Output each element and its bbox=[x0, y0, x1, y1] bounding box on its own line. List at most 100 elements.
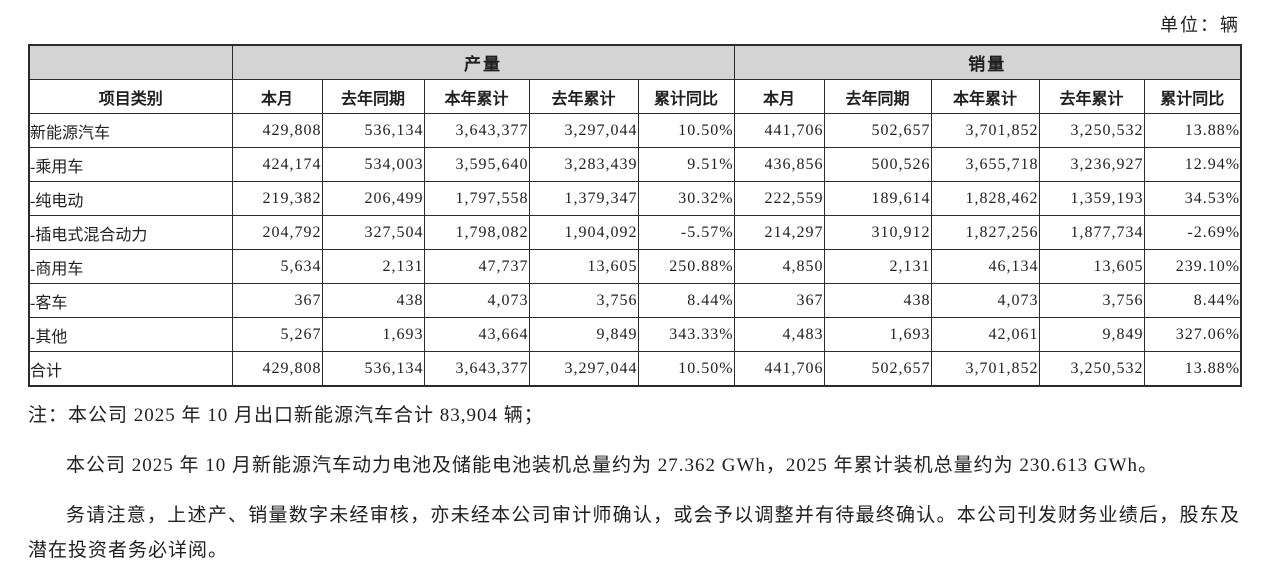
cell: 502,657 bbox=[823, 113, 932, 148]
cell: 1,359,193 bbox=[1038, 181, 1145, 216]
cell: 3,250,532 bbox=[1038, 113, 1145, 148]
cell: 8.44% bbox=[637, 283, 735, 318]
column-header-sales-last-year-period: 去年同期 bbox=[823, 79, 932, 114]
column-header-prod-month: 本月 bbox=[231, 79, 323, 114]
column-header-prod-last-ytd: 去年累计 bbox=[528, 79, 639, 114]
column-header-row: 项目类别 本月 去年同期 本年累计 去年累计 累计同比 本月 去年同期 本年累计… bbox=[28, 79, 1242, 114]
cell: 424,174 bbox=[231, 147, 323, 182]
cell: 9.51% bbox=[637, 147, 735, 182]
cell: 3,643,377 bbox=[423, 351, 530, 387]
group-header-row: 产量 销量 bbox=[28, 44, 1242, 80]
cell: 1,693 bbox=[823, 317, 932, 352]
cell: 13,605 bbox=[1038, 249, 1145, 284]
row-label: -客车 bbox=[28, 283, 233, 318]
cell: 3,701,852 bbox=[930, 113, 1040, 148]
cell: 34.53% bbox=[1143, 181, 1242, 216]
cell: 5,267 bbox=[231, 317, 323, 352]
cell: 1,798,082 bbox=[423, 215, 530, 250]
cell: 42,061 bbox=[930, 317, 1040, 352]
cell: 1,828,462 bbox=[930, 181, 1040, 216]
table-row-phev: -插电式混合动力 204,792 327,504 1,798,082 1,904… bbox=[28, 215, 1242, 250]
cell: 2,131 bbox=[823, 249, 932, 284]
cell: 13.88% bbox=[1143, 351, 1242, 387]
unit-label: 单位：辆 bbox=[1160, 15, 1240, 35]
cell: 10.50% bbox=[637, 113, 735, 148]
cell: 189,614 bbox=[823, 181, 932, 216]
cell: 3,297,044 bbox=[528, 113, 639, 148]
cell: 1,827,256 bbox=[930, 215, 1040, 250]
cell: 3,643,377 bbox=[423, 113, 530, 148]
column-header-prod-yoy: 累计同比 bbox=[637, 79, 735, 114]
cell: 3,250,532 bbox=[1038, 351, 1145, 387]
cell: 3,283,439 bbox=[528, 147, 639, 182]
row-label: -插电式混合动力 bbox=[28, 215, 233, 250]
cell: 4,073 bbox=[930, 283, 1040, 318]
production-sales-table: 产量 销量 项目类别 本月 去年同期 本年累计 去年累计 累计同比 本月 去年同… bbox=[28, 44, 1243, 387]
column-header-category: 项目类别 bbox=[28, 79, 233, 114]
cell: 13,605 bbox=[528, 249, 639, 284]
cell: 4,483 bbox=[733, 317, 825, 352]
cell: 3,595,640 bbox=[423, 147, 530, 182]
cell: 2,131 bbox=[321, 249, 425, 284]
note-export: 注：本公司 2025 年 10 月出口新能源汽车合计 83,904 辆； bbox=[28, 405, 544, 426]
row-label: 新能源汽车 bbox=[28, 113, 233, 148]
cell: 429,808 bbox=[231, 113, 323, 148]
cell: 10.50% bbox=[637, 351, 735, 387]
row-label: -其他 bbox=[28, 317, 233, 352]
cell: 3,756 bbox=[1038, 283, 1145, 318]
column-header-sales-ytd: 本年累计 bbox=[930, 79, 1040, 114]
row-label: -乘用车 bbox=[28, 147, 233, 182]
cell: 214,297 bbox=[733, 215, 825, 250]
cell: 222,559 bbox=[733, 181, 825, 216]
cell: 441,706 bbox=[733, 351, 825, 387]
note-disclaimer: 务请注意，上述产、销量数字未经审核，亦未经本公司审计师确认，或会予以调整并有待最… bbox=[28, 505, 1240, 561]
cell: 429,808 bbox=[231, 351, 323, 387]
cell: 3,701,852 bbox=[930, 351, 1040, 387]
cell: 9,849 bbox=[528, 317, 639, 352]
cell: 4,850 bbox=[733, 249, 825, 284]
cell: 536,134 bbox=[321, 351, 425, 387]
note-battery-installed: 本公司 2025 年 10 月新能源汽车动力电池及储能电池装机总量约为 27.3… bbox=[66, 455, 1159, 476]
cell: 46,134 bbox=[930, 249, 1040, 284]
row-label: 合计 bbox=[28, 351, 233, 387]
row-label: -纯电动 bbox=[28, 181, 233, 216]
column-header-prod-last-year-period: 去年同期 bbox=[321, 79, 425, 114]
column-header-sales-month: 本月 bbox=[733, 79, 825, 114]
cell: 12.94% bbox=[1143, 147, 1242, 182]
cell: 1,904,092 bbox=[528, 215, 639, 250]
table-row-commercial: -商用车 5,634 2,131 47,737 13,605 250.88% 4… bbox=[28, 249, 1242, 284]
cell: 1,693 bbox=[321, 317, 425, 352]
cell: 3,236,927 bbox=[1038, 147, 1145, 182]
cell: 219,382 bbox=[231, 181, 323, 216]
table-row-other: -其他 5,267 1,693 43,664 9,849 343.33% 4,4… bbox=[28, 317, 1242, 352]
cell: 30.32% bbox=[637, 181, 735, 216]
cell: 1,379,347 bbox=[528, 181, 639, 216]
corner-cell bbox=[28, 44, 233, 80]
cell: 327.06% bbox=[1143, 317, 1242, 352]
cell: 367 bbox=[231, 283, 323, 318]
cell: 534,003 bbox=[321, 147, 425, 182]
cell: 3,756 bbox=[528, 283, 639, 318]
column-header-sales-last-ytd: 去年累计 bbox=[1038, 79, 1145, 114]
cell: 3,297,044 bbox=[528, 351, 639, 387]
column-header-sales-yoy: 累计同比 bbox=[1143, 79, 1242, 114]
row-label: -商用车 bbox=[28, 249, 233, 284]
cell: 1,877,734 bbox=[1038, 215, 1145, 250]
cell: 206,499 bbox=[321, 181, 425, 216]
group-header-sales: 销量 bbox=[733, 44, 1242, 80]
cell: 343.33% bbox=[637, 317, 735, 352]
cell: 5,634 bbox=[231, 249, 323, 284]
cell: 367 bbox=[733, 283, 825, 318]
cell: 3,655,718 bbox=[930, 147, 1040, 182]
cell: 1,797,558 bbox=[423, 181, 530, 216]
cell: 8.44% bbox=[1143, 283, 1242, 318]
column-header-prod-ytd: 本年累计 bbox=[423, 79, 530, 114]
table-row-bev: -纯电动 219,382 206,499 1,797,558 1,379,347… bbox=[28, 181, 1242, 216]
cell: 438 bbox=[823, 283, 932, 318]
group-header-production: 产量 bbox=[231, 44, 735, 80]
table-row-nev: 新能源汽车 429,808 536,134 3,643,377 3,297,04… bbox=[28, 113, 1242, 148]
cell: 502,657 bbox=[823, 351, 932, 387]
cell: 436,856 bbox=[733, 147, 825, 182]
cell: 310,912 bbox=[823, 215, 932, 250]
cell: 239.10% bbox=[1143, 249, 1242, 284]
